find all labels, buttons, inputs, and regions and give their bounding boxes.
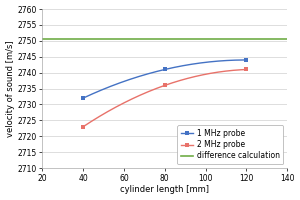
difference calculation: [2, 38, 5, 40]
Line: 1 MHz probe: 1 MHz probe: [81, 58, 248, 100]
Legend: 1 MHz probe, 2 MHz probe, difference calculation: 1 MHz probe, 2 MHz probe, difference cal…: [178, 125, 284, 164]
1 MHz probe: [163, 68, 166, 71]
X-axis label: cylinder length [mm]: cylinder length [mm]: [120, 185, 209, 194]
Line: 2 MHz probe: 2 MHz probe: [81, 67, 248, 129]
1 MHz probe: [81, 97, 85, 99]
2 MHz probe: [244, 68, 248, 71]
difference calculation: [0, 38, 3, 40]
Y-axis label: velocity of sound [m/s]: velocity of sound [m/s]: [6, 40, 15, 137]
1 MHz probe: [244, 59, 248, 61]
2 MHz probe: [81, 126, 85, 128]
2 MHz probe: [163, 84, 166, 87]
